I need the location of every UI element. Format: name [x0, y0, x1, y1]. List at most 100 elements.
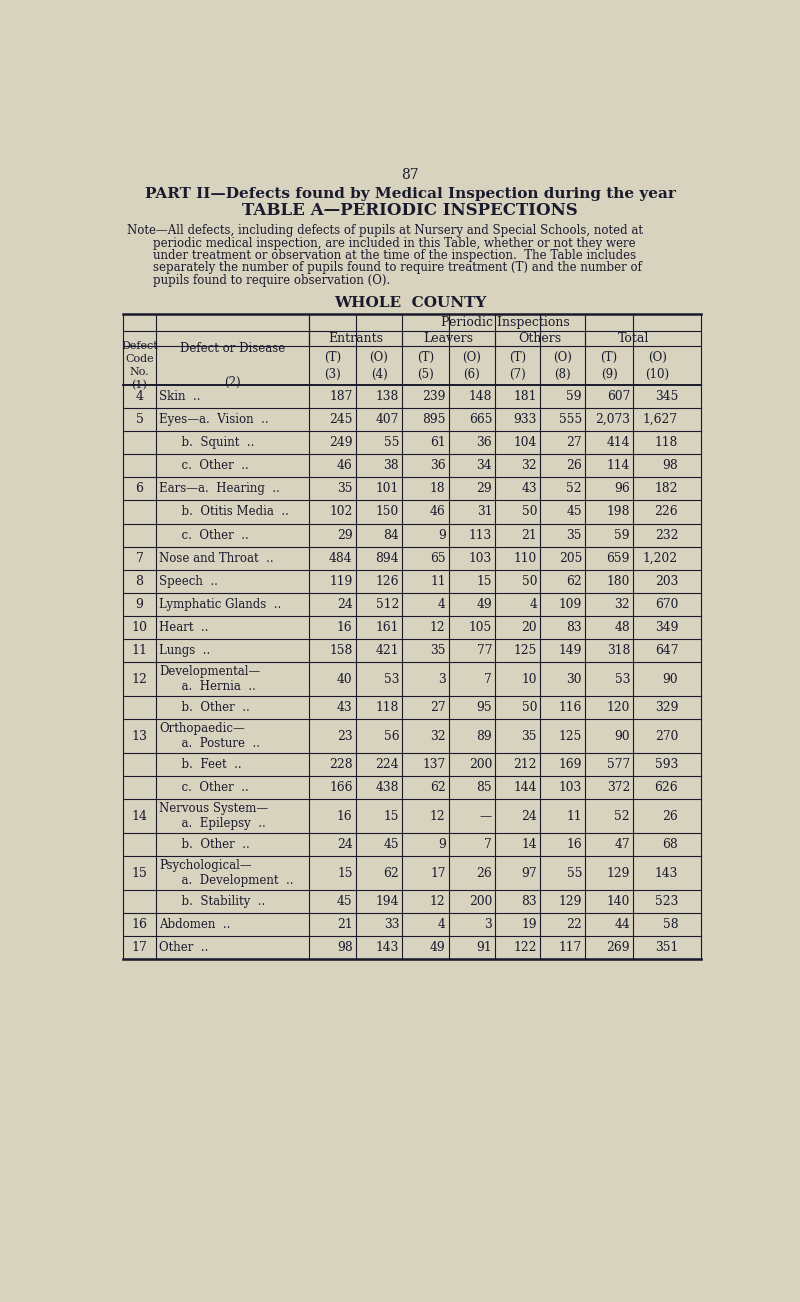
Text: (T)
(3): (T) (3) — [324, 350, 341, 380]
Text: 119: 119 — [330, 574, 353, 587]
Text: 269: 269 — [606, 941, 630, 954]
Text: 169: 169 — [558, 758, 582, 771]
Text: 187: 187 — [330, 391, 353, 404]
Text: 148: 148 — [469, 391, 492, 404]
Text: Nose and Throat  ..: Nose and Throat .. — [159, 552, 274, 565]
Text: 52: 52 — [614, 810, 630, 823]
Text: 407: 407 — [376, 413, 399, 426]
Text: 36: 36 — [477, 436, 492, 449]
Text: Nervous System—: Nervous System— — [159, 802, 268, 815]
Text: 19: 19 — [522, 918, 537, 931]
Text: 245: 245 — [329, 413, 353, 426]
Text: 45: 45 — [337, 894, 353, 907]
Text: 484: 484 — [329, 552, 353, 565]
Text: 7: 7 — [135, 552, 143, 565]
Text: 200: 200 — [469, 758, 492, 771]
Text: (T)
(7): (T) (7) — [509, 350, 526, 380]
Text: 122: 122 — [514, 941, 537, 954]
Text: 372: 372 — [606, 781, 630, 794]
Text: 1,202: 1,202 — [643, 552, 678, 565]
Text: 53: 53 — [384, 673, 399, 686]
Text: 150: 150 — [376, 505, 399, 518]
Text: 48: 48 — [614, 621, 630, 634]
Text: 97: 97 — [522, 867, 537, 880]
Text: 58: 58 — [662, 918, 678, 931]
Text: 12: 12 — [430, 810, 446, 823]
Text: 894: 894 — [375, 552, 399, 565]
Text: 43: 43 — [337, 700, 353, 713]
Text: b.  Other  ..: b. Other .. — [159, 838, 250, 852]
Text: 15: 15 — [131, 867, 147, 880]
Text: 15: 15 — [337, 867, 353, 880]
Text: 523: 523 — [654, 894, 678, 907]
Text: 21: 21 — [337, 918, 353, 931]
Text: Lungs  ..: Lungs .. — [159, 644, 210, 658]
Text: Developmental—: Developmental— — [159, 665, 260, 678]
Text: Defect
Code
No.
(1): Defect Code No. (1) — [121, 341, 158, 391]
Text: 933: 933 — [514, 413, 537, 426]
Text: 12: 12 — [430, 894, 446, 907]
Text: Lymphatic Glands  ..: Lymphatic Glands .. — [159, 598, 281, 611]
Text: Orthopaedic—: Orthopaedic— — [159, 723, 245, 736]
Text: 18: 18 — [430, 482, 446, 495]
Text: 59: 59 — [566, 391, 582, 404]
Text: 180: 180 — [606, 574, 630, 587]
Text: 577: 577 — [607, 758, 630, 771]
Text: 9: 9 — [135, 598, 143, 611]
Text: 116: 116 — [558, 700, 582, 713]
Text: 45: 45 — [566, 505, 582, 518]
Text: 95: 95 — [477, 700, 492, 713]
Text: Entrants: Entrants — [328, 332, 383, 345]
Text: 555: 555 — [558, 413, 582, 426]
Text: Others: Others — [518, 332, 562, 345]
Text: 414: 414 — [606, 436, 630, 449]
Text: (T)
(5): (T) (5) — [417, 350, 434, 380]
Text: 6: 6 — [135, 482, 143, 495]
Text: 158: 158 — [330, 644, 353, 658]
Text: 13: 13 — [131, 729, 147, 742]
Text: Note—All defects, including defects of pupils at Nursery and Special Schools, no: Note—All defects, including defects of p… — [127, 224, 643, 237]
Text: 659: 659 — [606, 552, 630, 565]
Text: 4: 4 — [135, 391, 143, 404]
Text: 29: 29 — [337, 529, 353, 542]
Text: 101: 101 — [376, 482, 399, 495]
Text: 607: 607 — [606, 391, 630, 404]
Text: 249: 249 — [329, 436, 353, 449]
Text: 16: 16 — [337, 621, 353, 634]
Text: Leavers: Leavers — [424, 332, 474, 345]
Text: (O)
(4): (O) (4) — [370, 350, 389, 380]
Text: (O)
(10): (O) (10) — [645, 350, 670, 380]
Text: 11: 11 — [131, 644, 147, 658]
Text: 11: 11 — [566, 810, 582, 823]
Text: 34: 34 — [477, 460, 492, 473]
Text: TABLE A—PERIODIC INSPECTIONS: TABLE A—PERIODIC INSPECTIONS — [242, 202, 578, 219]
Text: 140: 140 — [606, 894, 630, 907]
Text: 3: 3 — [485, 918, 492, 931]
Text: 15: 15 — [477, 574, 492, 587]
Text: 125: 125 — [514, 644, 537, 658]
Text: 125: 125 — [558, 729, 582, 742]
Text: 84: 84 — [383, 529, 399, 542]
Text: Defect or Disease

(2): Defect or Disease (2) — [180, 342, 285, 389]
Text: 143: 143 — [654, 867, 678, 880]
Text: 105: 105 — [469, 621, 492, 634]
Text: 9: 9 — [438, 838, 446, 852]
Text: Ears—a.  Hearing  ..: Ears—a. Hearing .. — [159, 482, 280, 495]
Text: 1,627: 1,627 — [643, 413, 678, 426]
Text: 98: 98 — [337, 941, 353, 954]
Text: 17: 17 — [131, 941, 147, 954]
Text: 12: 12 — [131, 673, 147, 686]
Text: 55: 55 — [384, 436, 399, 449]
Text: 8: 8 — [135, 574, 143, 587]
Text: 144: 144 — [514, 781, 537, 794]
Text: 16: 16 — [566, 838, 582, 852]
Text: periodic medical inspection, are included in this Table, whether or not they wer: periodic medical inspection, are include… — [153, 237, 635, 250]
Text: 7: 7 — [485, 673, 492, 686]
Text: 226: 226 — [654, 505, 678, 518]
Text: 11: 11 — [430, 574, 446, 587]
Text: (T)
(9): (T) (9) — [601, 350, 618, 380]
Text: 83: 83 — [522, 894, 537, 907]
Text: 166: 166 — [329, 781, 353, 794]
Text: 44: 44 — [614, 918, 630, 931]
Text: 89: 89 — [477, 729, 492, 742]
